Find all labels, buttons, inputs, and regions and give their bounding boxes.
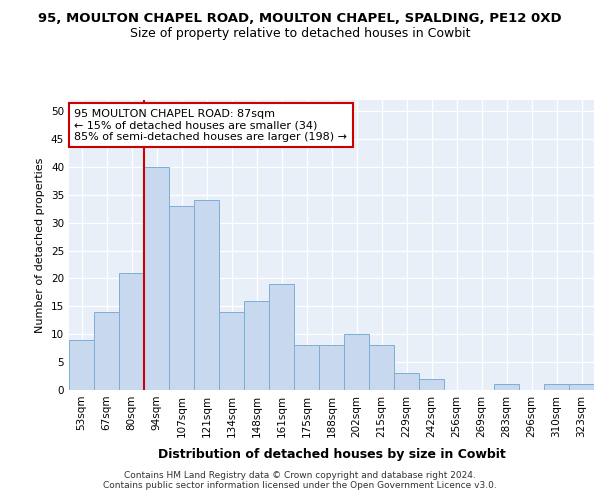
Bar (269, 284, 294, 390)
Text: 95 MOULTON CHAPEL ROAD: 87sqm
← 15% of detached houses are smaller (34)
85% of s: 95 MOULTON CHAPEL ROAD: 87sqm ← 15% of d… (74, 108, 347, 142)
Bar (569, 384, 594, 390)
X-axis label: Distribution of detached houses by size in Cowbit: Distribution of detached houses by size … (158, 448, 505, 461)
Bar (419, 379, 444, 390)
Text: Contains HM Land Registry data © Crown copyright and database right 2024.
Contai: Contains HM Land Registry data © Crown c… (103, 470, 497, 490)
Bar (294, 346, 319, 390)
Bar (319, 346, 344, 390)
Bar (94, 312, 119, 390)
Bar (219, 312, 244, 390)
Bar (69, 340, 94, 390)
Text: 95, MOULTON CHAPEL ROAD, MOULTON CHAPEL, SPALDING, PE12 0XD: 95, MOULTON CHAPEL ROAD, MOULTON CHAPEL,… (38, 12, 562, 26)
Bar (369, 346, 394, 390)
Bar (244, 301, 269, 390)
Bar (494, 384, 519, 390)
Bar (169, 206, 194, 390)
Y-axis label: Number of detached properties: Number of detached properties (35, 158, 46, 332)
Bar (194, 200, 219, 390)
Bar (344, 334, 369, 390)
Bar (544, 384, 569, 390)
Bar (394, 374, 419, 390)
Bar (119, 273, 144, 390)
Bar (144, 167, 169, 390)
Text: Size of property relative to detached houses in Cowbit: Size of property relative to detached ho… (130, 28, 470, 40)
